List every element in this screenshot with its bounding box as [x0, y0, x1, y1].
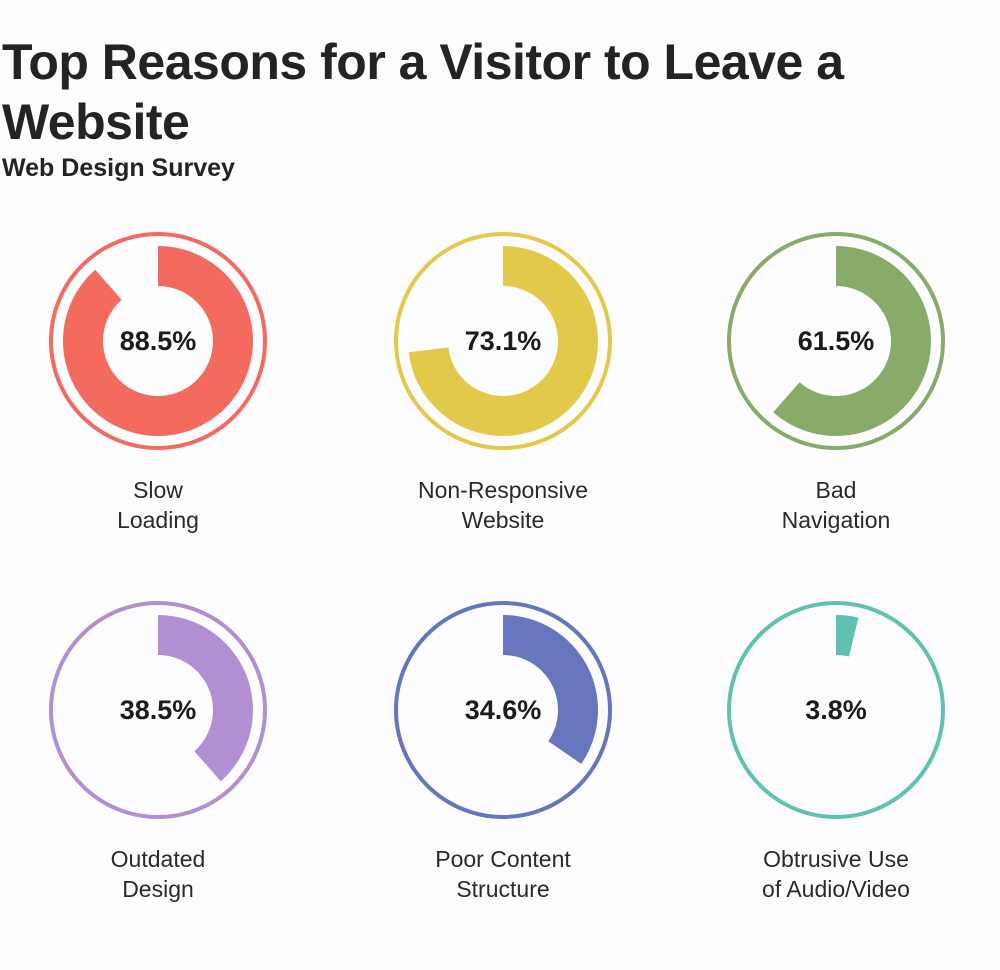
gauge-category-label-line: Poor Content	[435, 846, 571, 872]
gauge-category-label-line: Navigation	[781, 507, 891, 533]
gauge-category-label: Obtrusive Use of Audio/Video	[686, 844, 986, 904]
gauge-outline-ring	[49, 232, 267, 450]
gauge-svg	[394, 601, 612, 819]
chart-title: Top Reasons for a Visitor to Leave a Web…	[2, 34, 844, 150]
gauge-value-label: 38.5%	[119, 695, 197, 725]
gauge-category-label-line: of Audio/Video	[762, 876, 910, 902]
gauge-category-label: Non-Responsive Website	[353, 475, 653, 535]
gauge-3: 61.5% Bad Navigation	[726, 231, 946, 533]
gauge-6: 3.8% Obtrusive Use of Audio/Video	[726, 600, 946, 902]
gauge-outline-ring	[394, 232, 612, 450]
gauge-value-arc	[63, 246, 254, 436]
gauge-category-label-line: Design	[122, 876, 194, 902]
gauge-svg	[727, 232, 945, 450]
gauge-svg	[394, 232, 612, 450]
gauge-value-arc	[158, 615, 253, 782]
gauge-svg	[49, 601, 267, 819]
gauge-category-label-line: Obtrusive Use	[763, 846, 909, 872]
gauge-category-label: Bad Navigation	[686, 475, 986, 535]
gauge-value-label: 3.8%	[805, 695, 867, 725]
gauge-category-label-line: Outdated	[110, 846, 206, 872]
gauge-outline-ring	[49, 601, 267, 819]
gauge-category-label-line: Loading	[117, 507, 199, 533]
gauge-outline-ring	[394, 601, 612, 819]
gauge-4: 38.5% Outdated Design	[48, 600, 268, 902]
gauge-value-label: 88.5%	[119, 326, 197, 356]
gauge-category-label: Poor Content Structure	[353, 844, 653, 904]
gauge-svg	[49, 232, 267, 450]
gauge-category-label-line: Slow	[133, 477, 183, 503]
gauge-category-label: Outdated Design	[8, 844, 308, 904]
gauge-value-arc	[836, 615, 859, 657]
gauge-2: 73.1% Non-Responsive Website	[393, 231, 613, 533]
chart-subtitle: Web Design Survey	[2, 154, 235, 182]
gauge-category-label-line: Structure	[456, 876, 550, 902]
gauge-category-label: Slow Loading	[8, 475, 308, 535]
gauge-category-label-line: Non-Responsive	[417, 477, 589, 503]
gauge-value-label: 34.6%	[464, 695, 542, 725]
gauge-value-arc	[773, 246, 932, 436]
gauge-value-arc	[408, 246, 599, 436]
gauge-value-arc	[503, 615, 599, 764]
gauge-5: 34.6% Poor Content Structure	[393, 600, 613, 902]
gauge-1: 88.5% Slow Loading	[48, 231, 268, 533]
gauge-svg	[727, 601, 945, 819]
gauge-outline-ring	[727, 601, 945, 819]
gauge-category-label-line: Bad	[815, 477, 857, 503]
gauge-value-label: 61.5%	[797, 326, 875, 356]
gauge-value-label: 73.1%	[464, 326, 542, 356]
gauge-outline-ring	[727, 232, 945, 450]
gauge-category-label-line: Website	[461, 507, 545, 533]
